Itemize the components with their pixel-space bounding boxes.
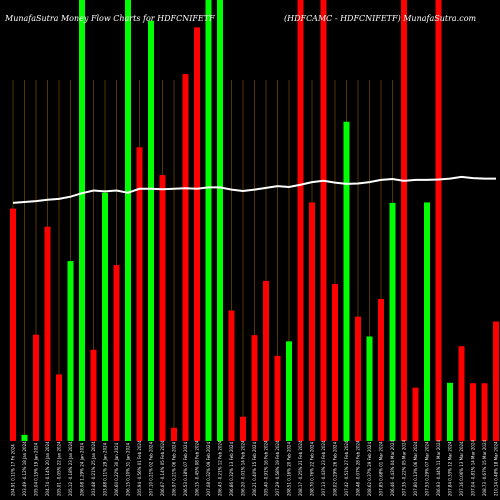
bar	[44, 226, 51, 441]
x-tick-label: 207.08 0.32% 09 Feb 2024	[206, 441, 211, 496]
x-tick-label: 208.17 -0.25% 21 Feb 2024	[298, 440, 303, 496]
bar	[401, 0, 407, 441]
x-tick-label: 206.67 -0.14% 05 Feb 2024	[160, 440, 165, 496]
bar	[458, 346, 465, 441]
x-tick-label: 206.15 -0.45% 08 Feb 2024	[195, 440, 200, 496]
bar	[194, 27, 200, 441]
bar	[125, 0, 131, 441]
x-tick-label: 207.10 0.21% 02 Feb 2024	[149, 441, 154, 496]
chart-title-left: MunafaSutra Money Flow Charts for HDFCNI…	[4, 14, 215, 23]
x-tick-label: 203.88 0.11% 29 Jan 2024	[103, 442, 108, 496]
x-tick-label: 205.94 -0.56% 01 Feb 2024	[137, 440, 142, 496]
bar	[33, 334, 39, 441]
bar	[113, 265, 120, 441]
x-tick-label: 204.74 -0.14% 20 Jan 2024	[45, 441, 50, 496]
bar	[366, 336, 373, 441]
x-tick-label: 207.29 -0.58% 19 Feb 2024	[275, 440, 280, 496]
bar	[148, 20, 154, 442]
x-tick-label: 206.43 -0.21% 12 Feb 2024	[218, 440, 223, 496]
bar	[309, 202, 315, 441]
bar	[332, 284, 338, 441]
bar	[286, 341, 292, 441]
bar	[21, 434, 28, 441]
x-tick-label: 205.01 -0.05% 22 Jan 2024	[57, 441, 62, 496]
bar	[320, 0, 327, 441]
bar	[56, 374, 62, 441]
x-tick-label: 207.04 -0.81% 14 Mar 2024	[471, 439, 476, 496]
x-tick-label: 210.14 0.48% 18 Mar 2024	[494, 441, 499, 496]
bar	[343, 121, 350, 441]
x-tick-label: 208.62 0.37% 29 Feb 2024	[367, 441, 372, 496]
x-tick-label: 206.97 0.21% 06 Feb 2024	[172, 441, 177, 496]
x-tick-label: 207.85 0.68% 01 Mar 2024	[379, 441, 384, 496]
bar	[159, 175, 166, 441]
x-tick-label: 208.70 0.76% 22 Feb 2024	[310, 441, 315, 496]
bar	[10, 208, 16, 441]
x-tick-label: 207.13 -0.43% 23 Feb 2024	[321, 440, 326, 496]
x-tick-label: 206.86 0.32% 13 Feb 2024	[229, 441, 234, 496]
x-tick-label: 207.42 -0.51% 27 Feb 2024	[344, 440, 349, 496]
bar	[493, 321, 499, 441]
x-tick-label: 206.21 0.40% 15 Feb 2024	[252, 441, 257, 496]
bar	[67, 261, 74, 441]
bar	[297, 0, 304, 441]
x-tick-label: 207.80 0.13% 06 Mar 2024	[413, 441, 418, 496]
bar	[274, 355, 281, 441]
x-tick-label: 206.20 -0.01% 14 Feb 2024	[241, 440, 246, 496]
money-flow-line	[12, 175, 496, 204]
x-tick-label: 203.48 -0.21% 25 Jan 2024	[91, 441, 96, 496]
x-tick-label: 208.48 -0.07% 28 Feb 2024	[356, 440, 361, 496]
bar	[79, 0, 85, 441]
bar	[217, 0, 223, 441]
bar	[240, 416, 246, 441]
bar	[481, 383, 488, 441]
x-tick-label: 206.08 1.29% 24 Jan 2024	[80, 442, 85, 496]
bars	[10, 0, 499, 442]
bar	[251, 335, 258, 441]
bar	[182, 74, 189, 441]
bar	[424, 202, 430, 441]
bar	[263, 280, 269, 441]
bar	[447, 382, 453, 441]
x-tick-label: 207.84 0.33% 12 Mar 2024	[448, 441, 453, 496]
chart-title-right: (HDFCAMC - HDFCNIFETF) MunafaSutra.com	[284, 14, 477, 23]
x-tick-label: 205.04 0.15% 19 Jan 2024	[34, 442, 39, 496]
x-tick-label: 207.53 0.29% 07 Mar 2024	[425, 441, 430, 496]
x-tick-label: 208.02 0.29% 26 Feb 2024	[333, 441, 338, 496]
bar	[389, 202, 396, 441]
bar	[205, 0, 212, 441]
x-tick-label: 207.35 -0.22% 05 Mar 2024	[402, 439, 407, 496]
x-tick-label: 207.16 0.06% 13 Mar 2024	[459, 441, 464, 496]
bar	[355, 316, 361, 441]
x-tick-label: 206.53 0.18% 07 Feb 2024	[183, 441, 188, 496]
x-tick-label: 205.40 -0.91% 16 Feb 2024	[264, 440, 269, 496]
bar	[378, 298, 384, 441]
x-tick-label: 208.73 -0.67% 15 Mar 2024	[482, 439, 487, 496]
x-tick-label: 205.12 -0.18% 23 Jan 2024	[68, 441, 73, 496]
bar	[435, 0, 442, 441]
bar	[102, 192, 108, 441]
bar	[412, 387, 419, 441]
x-tick-label: 203.49 -0.12% 18 Jan 2024	[22, 441, 27, 496]
bar	[228, 310, 235, 441]
x-tick-label: 204.91 0.11% 17 Fri 2024	[11, 444, 16, 496]
x-tick-label: 206.60 0.22% 30 Jan 2024	[114, 442, 119, 496]
x-tick-label: 208.51 0.16% 20 Feb 2024	[287, 441, 292, 496]
bar	[136, 147, 143, 441]
bar	[90, 349, 97, 441]
x-tick-labels: 204.91 0.11% 17 Fri 2024 203.49 -0.12% 18…	[11, 439, 499, 496]
x-tick-label: 206.15 0.10% 31 Jan 2024	[126, 442, 131, 496]
x-tick-label: 206.46 -0.43% 04 Mar 2024	[390, 439, 395, 496]
x-tick-label: 206.93 -0.44% 11 Mar 2024	[436, 439, 441, 496]
bar	[171, 427, 177, 441]
bar	[470, 383, 476, 441]
